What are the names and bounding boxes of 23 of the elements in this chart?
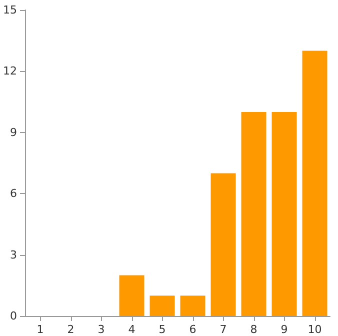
x-tick-label: 9 xyxy=(280,323,288,336)
x-tick-label: 8 xyxy=(250,323,258,336)
y-tick-label: 15 xyxy=(3,4,17,16)
x-tick-label: 5 xyxy=(158,323,166,336)
x-tick-label: 1 xyxy=(36,323,44,336)
y-tick-label: 12 xyxy=(3,64,17,78)
bar xyxy=(241,112,266,316)
y-tick-label: 0 xyxy=(10,310,17,322)
x-tick-label: 4 xyxy=(128,323,136,336)
bar xyxy=(180,296,206,316)
x-tick-label: 3 xyxy=(98,323,105,336)
y-tick-label: 6 xyxy=(10,187,17,200)
x-tick-label: 2 xyxy=(67,323,74,336)
bar xyxy=(272,112,297,316)
bar xyxy=(210,173,236,316)
bar xyxy=(150,296,175,316)
x-tick-label: 10 xyxy=(308,323,322,336)
x-tick-label: 7 xyxy=(220,323,227,336)
x-tick-label: 6 xyxy=(189,323,196,336)
y-tick-label: 9 xyxy=(10,126,17,139)
bar xyxy=(119,275,144,316)
y-tick-label: 3 xyxy=(10,248,17,262)
bar xyxy=(302,50,328,316)
